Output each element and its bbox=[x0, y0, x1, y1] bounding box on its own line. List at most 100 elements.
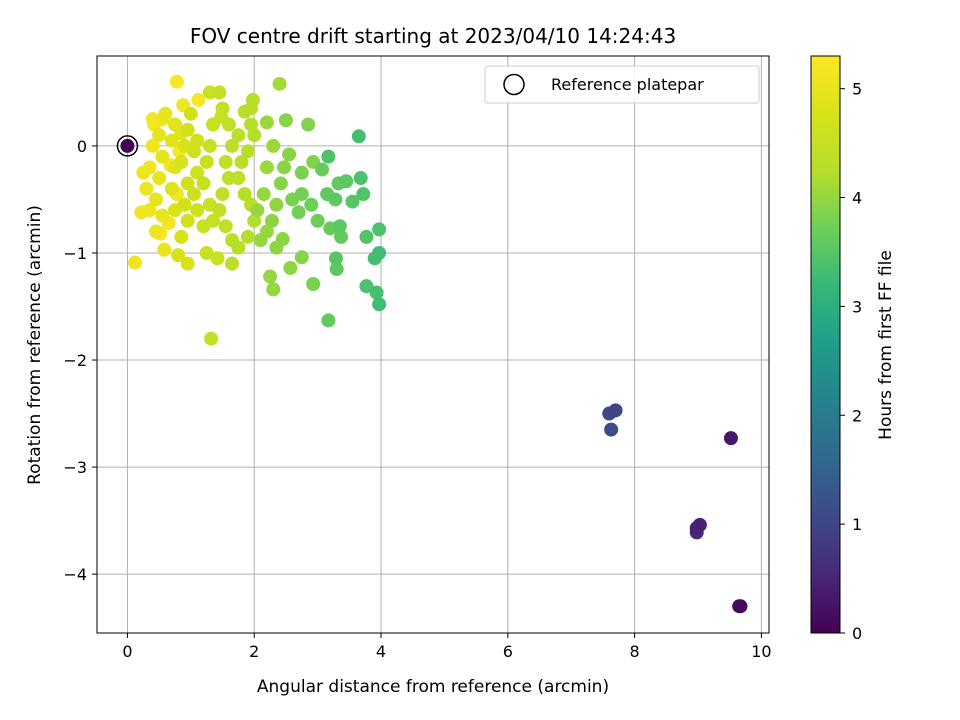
data-point bbox=[310, 213, 325, 228]
data-point bbox=[259, 160, 274, 175]
colorbar-tick-label: 2 bbox=[852, 406, 862, 425]
data-point bbox=[244, 117, 259, 132]
y-tick-label: −4 bbox=[63, 565, 87, 584]
data-point bbox=[339, 174, 354, 189]
y-tick-label: −2 bbox=[63, 351, 87, 370]
data-point bbox=[212, 85, 227, 100]
data-point bbox=[199, 245, 214, 260]
colorbar-tick-label: 1 bbox=[852, 515, 862, 534]
data-point bbox=[304, 197, 319, 212]
y-axis-label: Rotation from reference (arcmin) bbox=[25, 205, 45, 485]
data-point bbox=[689, 521, 704, 536]
data-point bbox=[272, 76, 287, 91]
data-point bbox=[294, 165, 309, 180]
data-point bbox=[294, 250, 309, 265]
x-tick-label: 6 bbox=[503, 642, 513, 661]
data-point bbox=[186, 144, 201, 159]
data-point bbox=[372, 297, 387, 312]
data-point bbox=[180, 122, 195, 137]
data-point bbox=[190, 165, 205, 180]
data-point bbox=[180, 176, 195, 191]
data-point bbox=[177, 197, 192, 212]
data-point bbox=[234, 154, 249, 169]
x-tick-label: 0 bbox=[122, 642, 132, 661]
x-tick-label: 4 bbox=[376, 642, 386, 661]
data-point bbox=[190, 203, 205, 218]
data-point bbox=[204, 331, 219, 346]
data-point bbox=[169, 74, 184, 89]
data-point bbox=[247, 213, 262, 228]
colorbar-tick-label: 5 bbox=[852, 80, 862, 99]
data-point bbox=[253, 233, 268, 248]
data-point bbox=[247, 128, 262, 143]
data-point bbox=[183, 106, 198, 121]
data-point bbox=[152, 128, 167, 143]
data-point bbox=[259, 115, 274, 130]
data-point bbox=[215, 187, 230, 202]
data-point bbox=[190, 133, 205, 148]
chart-title: FOV centre drift starting at 2023/04/10 … bbox=[190, 24, 676, 48]
legend-label-reference: Reference platepar bbox=[551, 75, 704, 94]
data-point bbox=[733, 599, 748, 614]
plot-frame bbox=[96, 55, 770, 634]
data-point bbox=[359, 229, 374, 244]
data-point bbox=[199, 154, 214, 169]
y-tick-label: 0 bbox=[77, 137, 87, 156]
data-point bbox=[196, 176, 211, 191]
data-point bbox=[282, 147, 297, 162]
x-tick-label: 2 bbox=[249, 642, 259, 661]
data-point bbox=[158, 106, 173, 121]
data-point bbox=[218, 154, 233, 169]
x-tick-label: 10 bbox=[751, 642, 771, 661]
data-point bbox=[306, 277, 321, 292]
data-point bbox=[266, 138, 281, 153]
data-point bbox=[237, 104, 252, 119]
data-point bbox=[180, 256, 195, 271]
data-point bbox=[145, 138, 160, 153]
data-point bbox=[221, 117, 236, 132]
data-point bbox=[206, 213, 221, 228]
colorbar-label: Hours from first FF file bbox=[876, 250, 896, 440]
data-point bbox=[723, 431, 738, 446]
data-point bbox=[210, 251, 225, 266]
data-point bbox=[212, 203, 227, 218]
data-point bbox=[164, 181, 179, 196]
data-point bbox=[128, 255, 143, 270]
data-point bbox=[351, 129, 366, 144]
data-point bbox=[353, 171, 368, 186]
data-point bbox=[277, 160, 292, 175]
data-point bbox=[334, 229, 349, 244]
data-point bbox=[359, 279, 374, 294]
data-point bbox=[266, 282, 281, 297]
data-point bbox=[291, 205, 306, 220]
data-point bbox=[157, 242, 172, 257]
data-point bbox=[186, 187, 201, 202]
data-point bbox=[283, 260, 298, 275]
data-point bbox=[191, 92, 206, 107]
data-point bbox=[608, 403, 623, 418]
data-point bbox=[155, 149, 170, 164]
colorbar-tick-label: 4 bbox=[852, 189, 862, 208]
data-point bbox=[263, 269, 278, 284]
data-point bbox=[329, 251, 344, 266]
data-point bbox=[250, 203, 265, 218]
colorbar: 0 1 2 3 4 5 Hours from first FF file bbox=[810, 55, 896, 643]
data-point bbox=[142, 203, 157, 218]
legend-marker-reference bbox=[503, 73, 525, 96]
data-point bbox=[256, 187, 271, 202]
data-point bbox=[139, 181, 154, 196]
y-tick-label: −3 bbox=[63, 458, 87, 477]
colorbar-gradient bbox=[810, 55, 841, 634]
legend-box bbox=[484, 65, 760, 104]
data-point bbox=[264, 213, 279, 228]
data-point bbox=[221, 171, 236, 186]
data-point bbox=[321, 149, 336, 164]
axis-ticks: 0 2 4 6 8 10 0 −1 −2 −3 −4 bbox=[63, 137, 771, 661]
data-point bbox=[155, 208, 170, 223]
data-point bbox=[294, 187, 309, 202]
data-point bbox=[206, 117, 221, 132]
data-point bbox=[174, 154, 189, 169]
data-point bbox=[231, 240, 246, 255]
data-point bbox=[315, 162, 330, 177]
